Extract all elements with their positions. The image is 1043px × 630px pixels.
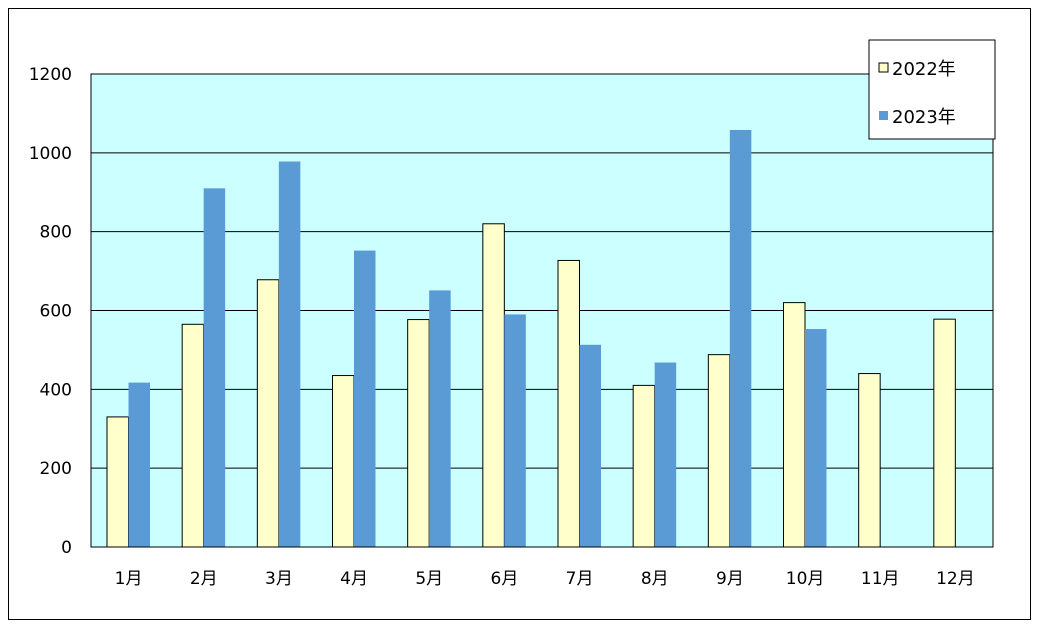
legend-swatch-2022 [878, 62, 889, 73]
legend-box [868, 39, 996, 140]
bar-2022-9 [707, 354, 731, 548]
y-tick-label: 1200 [29, 65, 72, 85]
x-tick-label: 5月 [415, 569, 443, 589]
bars [90, 73, 994, 548]
y-tick-label: 1000 [29, 144, 72, 164]
plot-border [90, 73, 994, 548]
x-tick-label: 11月 [861, 569, 900, 589]
legend-swatch-2023 [879, 111, 888, 120]
x-tick-label: 3月 [265, 569, 293, 589]
x-tick-label: 12月 [936, 569, 975, 589]
x-tick-label: 1月 [115, 569, 143, 589]
x-tick-label: 2月 [190, 569, 218, 589]
x-tick-label: 4月 [340, 569, 368, 589]
x-axis-ticks: 1月 2月 3月 4月 5月 6月 7月 8月 9月 10月 11月 12月 [115, 569, 975, 589]
bar-2022-6 [482, 223, 505, 548]
x-tick-label: 7月 [566, 569, 594, 589]
legend-label-2022: 2022年 [892, 59, 956, 80]
legend-label-2023: 2023年 [892, 107, 956, 128]
y-tick-label: 0 [61, 538, 72, 558]
legend: 2022年 2023年 [868, 39, 996, 140]
y-tick-label: 600 [40, 302, 72, 322]
bar-2022-7 [557, 259, 580, 548]
x-tick-label: 9月 [716, 569, 744, 589]
y-tick-label: 800 [40, 223, 72, 243]
bar-2023-10 [805, 329, 827, 547]
bar-2022-8 [632, 384, 656, 548]
bar-2022-2 [181, 323, 205, 548]
x-tick-label: 6月 [491, 569, 519, 589]
bar-2023-4 [354, 250, 376, 547]
bar-2022-10 [783, 302, 806, 548]
bar-2022-4 [332, 375, 355, 548]
bar-2023-9 [729, 129, 752, 547]
bar-2023-1 [128, 382, 150, 547]
bar-2022-1 [106, 416, 129, 548]
bar-2022-5 [407, 319, 430, 548]
bar-2023-6 [504, 314, 526, 547]
bar-2022-11 [858, 373, 881, 548]
bar-2022-3 [256, 279, 280, 548]
y-axis-ticks: 0 200 400 600 800 1000 1200 [29, 65, 72, 558]
x-tick-label: 8月 [641, 569, 669, 589]
y-tick-label: 200 [40, 459, 72, 479]
bar-2023-2 [203, 188, 226, 547]
bar-2023-5 [429, 290, 451, 547]
bar-2022-12 [933, 318, 956, 548]
bar-2023-7 [579, 344, 601, 547]
y-tick-label: 400 [40, 380, 72, 400]
bar-2023-8 [654, 362, 677, 547]
x-tick-label: 10月 [786, 569, 825, 589]
bar-2023-3 [278, 161, 301, 547]
